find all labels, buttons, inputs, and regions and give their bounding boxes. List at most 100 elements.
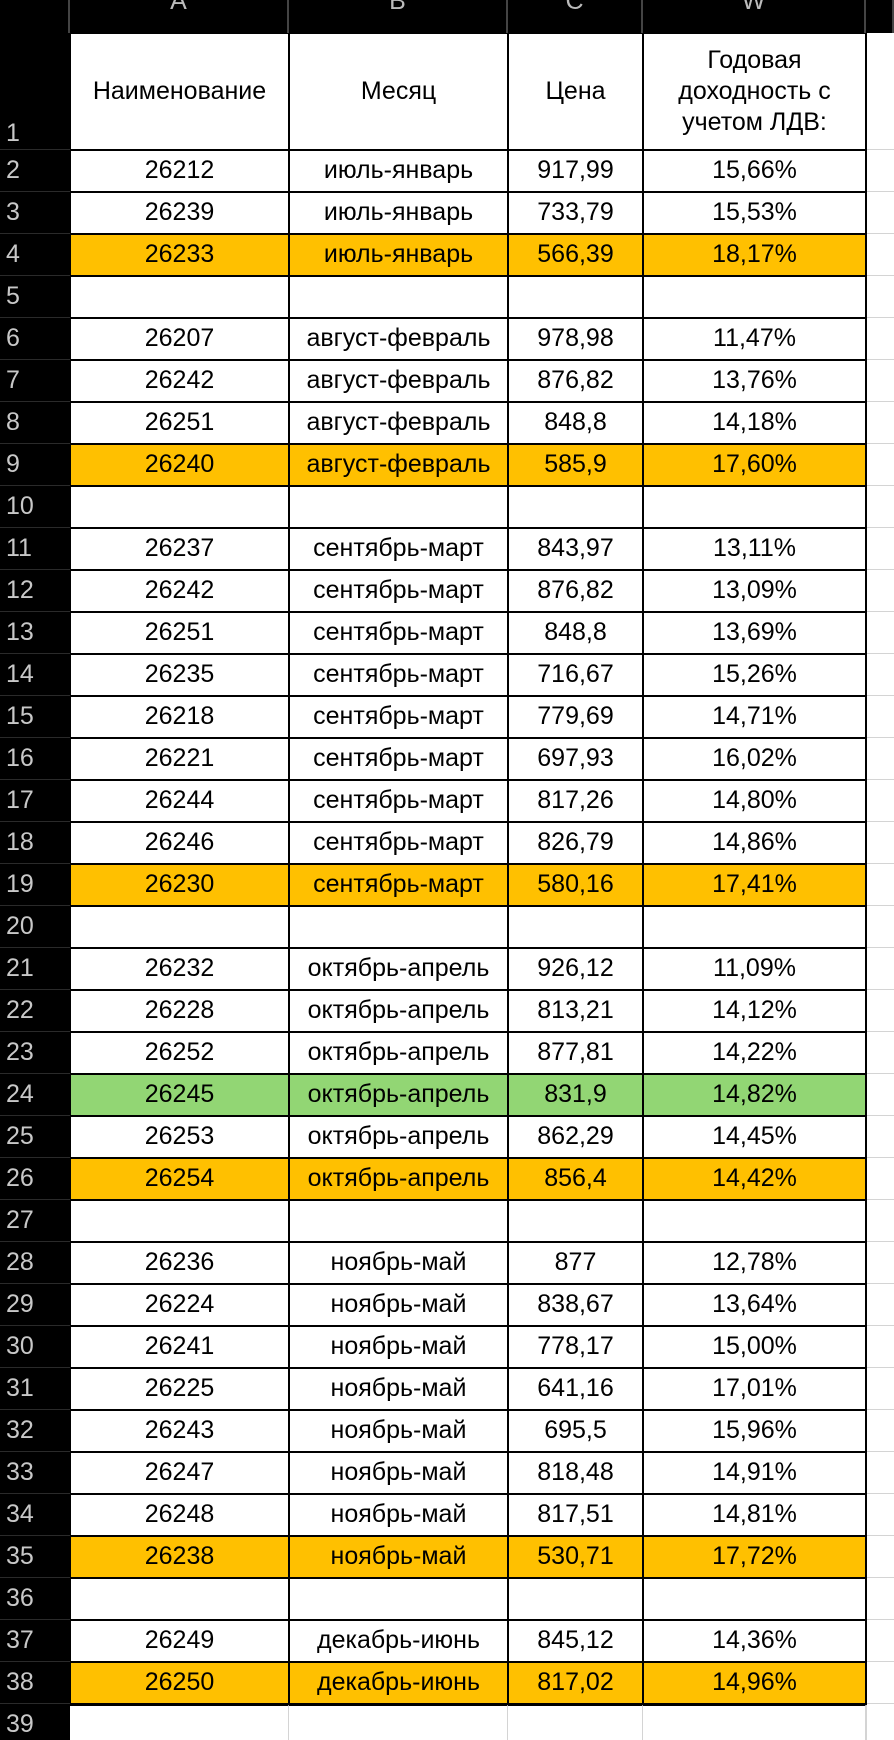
column-header: C xyxy=(508,0,643,33)
table-cell: 11,47% xyxy=(644,319,865,359)
table-cell: 26235 xyxy=(71,655,288,695)
grid-cell xyxy=(866,1200,894,1242)
table-cell: 15,26% xyxy=(644,655,865,695)
table-cell: сентябрь-март xyxy=(290,823,507,863)
empty-cell xyxy=(71,487,288,527)
row-number: 30 xyxy=(0,1326,70,1368)
table-cell: 26232 xyxy=(71,949,288,989)
table-cell: 26246 xyxy=(71,823,288,863)
grid-cell xyxy=(866,192,894,234)
table-cell: 831,9 xyxy=(509,1075,642,1115)
table-cell: 26251 xyxy=(71,403,288,443)
table-cell: 848,8 xyxy=(509,613,642,653)
column-header xyxy=(866,0,894,33)
table-cell: 14,18% xyxy=(644,403,865,443)
row-number: 20 xyxy=(0,906,70,948)
table-cell: 778,17 xyxy=(509,1327,642,1367)
grid-cell xyxy=(866,1704,894,1740)
table-cell: 14,81% xyxy=(644,1495,865,1535)
table-cell: октябрь-апрель xyxy=(290,991,507,1031)
grid-cell xyxy=(866,1536,894,1578)
table-cell: 14,91% xyxy=(644,1453,865,1493)
row-number: 19 xyxy=(0,864,70,906)
row-number: 3 xyxy=(0,192,70,234)
table-cell: 641,16 xyxy=(509,1369,642,1409)
column-header: B xyxy=(289,0,508,33)
grid-cell xyxy=(866,990,894,1032)
table-cell: июль-январь xyxy=(290,151,507,191)
table-cell: 14,42% xyxy=(644,1159,865,1199)
row-number: 1 xyxy=(0,33,70,150)
row-number: 29 xyxy=(0,1284,70,1326)
row-number: 13 xyxy=(0,612,70,654)
corner xyxy=(0,0,70,33)
empty-cell xyxy=(71,277,288,317)
row-number: 2 xyxy=(0,150,70,192)
empty-cell xyxy=(71,907,288,947)
empty-cell xyxy=(509,487,642,527)
table-cell: 26249 xyxy=(71,1621,288,1661)
table-cell: сентябрь-март xyxy=(290,613,507,653)
table-cell: 530,71 xyxy=(509,1537,642,1577)
empty-cell xyxy=(509,1201,642,1241)
table-cell: август-февраль xyxy=(290,445,507,485)
row-number: 12 xyxy=(0,570,70,612)
empty-cell xyxy=(290,277,507,317)
grid-cell xyxy=(289,1704,508,1740)
table-cell: 17,01% xyxy=(644,1369,865,1409)
table-cell: 697,93 xyxy=(509,739,642,779)
table-cell: октябрь-апрель xyxy=(290,1117,507,1157)
table-cell: 585,9 xyxy=(509,445,642,485)
table-cell: 12,78% xyxy=(644,1243,865,1283)
table-cell: ноябрь-май xyxy=(290,1495,507,1535)
grid-cell xyxy=(866,1116,894,1158)
empty-cell xyxy=(509,277,642,317)
table-cell: 26236 xyxy=(71,1243,288,1283)
empty-cell xyxy=(644,907,865,947)
table-cell: 826,79 xyxy=(509,823,642,863)
table-cell: 17,72% xyxy=(644,1537,865,1577)
table-cell: 848,8 xyxy=(509,403,642,443)
table-cell: 13,76% xyxy=(644,361,865,401)
table-cell: 817,02 xyxy=(509,1663,642,1703)
grid-cell xyxy=(866,444,894,486)
column-header: W xyxy=(643,0,866,33)
table-cell: 15,96% xyxy=(644,1411,865,1451)
table-cell: 695,5 xyxy=(509,1411,642,1451)
row-number: 36 xyxy=(0,1578,70,1620)
grid-cell xyxy=(508,1704,643,1740)
grid-cell xyxy=(866,1410,894,1452)
row-number: 34 xyxy=(0,1494,70,1536)
grid-cell xyxy=(866,150,894,192)
row-number: 6 xyxy=(0,318,70,360)
grid-cell xyxy=(866,318,894,360)
row-number: 35 xyxy=(0,1536,70,1578)
table-cell: 18,17% xyxy=(644,235,865,275)
table-cell: 13,69% xyxy=(644,613,865,653)
empty-cell xyxy=(644,487,865,527)
table-cell: сентябрь-март xyxy=(290,529,507,569)
table-cell: 15,00% xyxy=(644,1327,865,1367)
grid-cell xyxy=(866,864,894,906)
table-cell: 17,60% xyxy=(644,445,865,485)
row-number: 10 xyxy=(0,486,70,528)
table-cell: 566,39 xyxy=(509,235,642,275)
table-cell: июль-январь xyxy=(290,235,507,275)
table-cell: 13,09% xyxy=(644,571,865,611)
empty-cell xyxy=(290,907,507,947)
table-cell: 926,12 xyxy=(509,949,642,989)
table-cell: ноябрь-май xyxy=(290,1411,507,1451)
table-cell: 26225 xyxy=(71,1369,288,1409)
empty-cell xyxy=(644,1201,865,1241)
row-number: 11 xyxy=(0,528,70,570)
table-cell: октябрь-апрель xyxy=(290,1033,507,1073)
table-cell: ноябрь-май xyxy=(290,1243,507,1283)
header-cell: Цена xyxy=(509,34,642,149)
row-number: 26 xyxy=(0,1158,70,1200)
grid-cell xyxy=(866,906,894,948)
table-cell: 813,21 xyxy=(509,991,642,1031)
table-cell: ноябрь-май xyxy=(290,1369,507,1409)
grid-cell xyxy=(866,822,894,864)
empty-cell xyxy=(290,1579,507,1619)
table-cell: 17,41% xyxy=(644,865,865,905)
